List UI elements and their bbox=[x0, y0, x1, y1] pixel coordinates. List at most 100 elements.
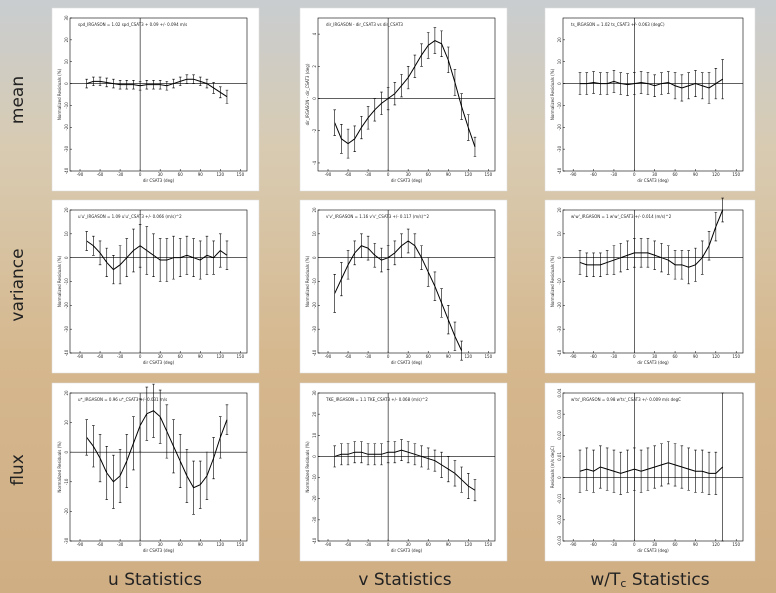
x-tick-label: -30 bbox=[365, 172, 372, 177]
data-line bbox=[86, 78, 228, 98]
y-tick-label: -30 bbox=[64, 537, 69, 544]
chart-panel: -90 -60 -30 0 30 60 90 120 150 20 10 0 -10 -20 -30 -40 t… bbox=[544, 7, 756, 192]
x-tick-label: 30 bbox=[406, 354, 412, 359]
y-tick-label: -2 bbox=[312, 128, 317, 132]
chart-title: ts_IRGASON = 1.02 ts_CSAT3 +/- 0.063 (de… bbox=[571, 22, 665, 27]
x-tick-label: 90 bbox=[693, 354, 699, 359]
column-label: v Statistics bbox=[358, 570, 451, 590]
x-axis-label: dir CSAT3 (deg) bbox=[391, 360, 423, 365]
x-tick-label: -90 bbox=[570, 542, 577, 547]
plot-frame bbox=[562, 392, 744, 542]
x-tick-label: -60 bbox=[97, 172, 104, 177]
chart-title: w'ts'_IRGASON = 0.98 w'ts'_CSAT3 +/- 0.0… bbox=[571, 397, 681, 402]
panel-background bbox=[544, 382, 756, 562]
y-tick-label: 20 bbox=[557, 37, 562, 43]
error-bar bbox=[721, 392, 724, 542]
y-axis-label: Normalized Residuals (%) bbox=[57, 68, 62, 120]
x-tick-label: -30 bbox=[611, 354, 618, 359]
y-tick-label: -30 bbox=[64, 145, 69, 152]
error-bar bbox=[225, 404, 229, 435]
chart-panel: -90 -60 -30 0 30 60 90 120 150 20 10 0 -10 -20 -30 -40 v… bbox=[299, 199, 508, 374]
x-tick-label: 150 bbox=[732, 542, 740, 547]
x-tick-label: 90 bbox=[198, 542, 204, 547]
chart-panel: -90 -60 -30 0 30 60 90 120 150 0.04 0.03 0.02 0.01 0 -… bbox=[544, 382, 756, 562]
y-axis-label: dir_IRGASON - dir_CSAT3 (deg) bbox=[305, 63, 310, 125]
x-axis-label: dir CSAT3 (deg) bbox=[637, 548, 669, 553]
error-bar bbox=[473, 479, 477, 502]
labels: mean variance flux u Statistics v Statistics… bbox=[8, 76, 710, 590]
y-tick-label: 20 bbox=[557, 207, 562, 213]
x-tick-label: -30 bbox=[117, 354, 124, 359]
plot-frame bbox=[69, 17, 248, 172]
y-tick-label: 30 bbox=[64, 15, 69, 21]
x-axis-label: dir CSAT3 (deg) bbox=[143, 548, 175, 553]
y-tick-label: 10 bbox=[557, 231, 562, 237]
x-tick-label: -30 bbox=[365, 542, 372, 547]
chart-title: u'u'_IRGASON = 1.09 u'u'_CSAT3 +/- 0.066… bbox=[78, 214, 182, 219]
x-tick-label: 120 bbox=[464, 542, 472, 547]
x-tick-label: 60 bbox=[426, 172, 432, 177]
y-tick-label: -30 bbox=[312, 325, 317, 332]
x-tick-label: -90 bbox=[325, 354, 332, 359]
x-tick-label: -90 bbox=[570, 172, 577, 177]
row-label: mean bbox=[8, 76, 28, 124]
x-tick-label: -60 bbox=[345, 172, 352, 177]
x-tick-label: 90 bbox=[446, 172, 452, 177]
data-line bbox=[334, 39, 476, 148]
x-axis-label: dir CSAT3 (deg) bbox=[637, 178, 669, 183]
x-tick-label: 90 bbox=[446, 354, 452, 359]
column-label-text: v Statistics bbox=[358, 570, 451, 590]
panel-background bbox=[51, 382, 260, 562]
y-tick-label: -30 bbox=[557, 145, 562, 152]
x-tick-label: 0 bbox=[633, 354, 636, 359]
y-tick-label: 0 bbox=[557, 476, 562, 479]
x-tick-label: 150 bbox=[485, 354, 493, 359]
chart-panel: -90 -60 -30 0 30 60 90 120 150 20 10 0 -10 -20 -30 u*_I… bbox=[51, 382, 260, 562]
y-axis-label: Normalized Residuals (%) bbox=[57, 441, 62, 493]
panel-background bbox=[51, 7, 260, 192]
data-line bbox=[579, 209, 724, 268]
x-tick-label: 60 bbox=[673, 172, 679, 177]
y-tick-label: -0.02 bbox=[557, 514, 562, 525]
x-tick-label: 120 bbox=[216, 172, 224, 177]
data-line bbox=[334, 240, 463, 351]
x-tick-label: -90 bbox=[325, 172, 332, 177]
x-tick-label: 0 bbox=[139, 542, 142, 547]
x-tick-label: -60 bbox=[97, 542, 104, 547]
y-tick-label: -40 bbox=[312, 537, 317, 544]
y-tick-label: -20 bbox=[312, 495, 317, 502]
x-tick-label: 120 bbox=[464, 172, 472, 177]
x-tick-label: 60 bbox=[178, 172, 184, 177]
y-tick-label: 0 bbox=[64, 256, 69, 259]
y-tick-label: -10 bbox=[64, 478, 69, 485]
data-line bbox=[86, 240, 228, 271]
x-tick-label: 150 bbox=[237, 354, 245, 359]
chart-panel: -90 -60 -30 0 30 60 90 120 150 20 10 0 -10 -20 -30 -40 u… bbox=[51, 199, 260, 374]
x-tick-label: 150 bbox=[485, 542, 493, 547]
y-tick-label: 10 bbox=[557, 59, 562, 65]
y-tick-label: -10 bbox=[312, 474, 317, 481]
x-tick-label: 0 bbox=[139, 354, 142, 359]
panel-background bbox=[299, 7, 508, 192]
x-axis-label: dir CSAT3 (deg) bbox=[143, 178, 175, 183]
x-tick-label: 60 bbox=[426, 542, 432, 547]
y-tick-label: -0.01 bbox=[557, 493, 562, 504]
x-tick-label: 30 bbox=[652, 354, 658, 359]
y-tick-label: -10 bbox=[64, 278, 69, 285]
y-tick-label: -20 bbox=[64, 302, 69, 309]
x-tick-label: 0 bbox=[387, 172, 390, 177]
x-tick-label: 90 bbox=[693, 542, 699, 547]
error-bar bbox=[225, 240, 229, 270]
plot-frame bbox=[562, 17, 744, 172]
y-tick-label: 20 bbox=[64, 37, 69, 43]
x-tick-label: 0 bbox=[633, 542, 636, 547]
x-tick-label: 90 bbox=[446, 542, 452, 547]
y-tick-label: 10 bbox=[64, 231, 69, 237]
panel-background bbox=[544, 7, 756, 192]
column-label-rest: Statistics bbox=[626, 570, 709, 590]
column-label-text: w/T bbox=[590, 570, 621, 590]
y-tick-label: -30 bbox=[64, 325, 69, 332]
chart-title: TKE_IRGASON = 1.1 TKE_CSAT3 +/- 0.068 (m… bbox=[325, 397, 428, 402]
